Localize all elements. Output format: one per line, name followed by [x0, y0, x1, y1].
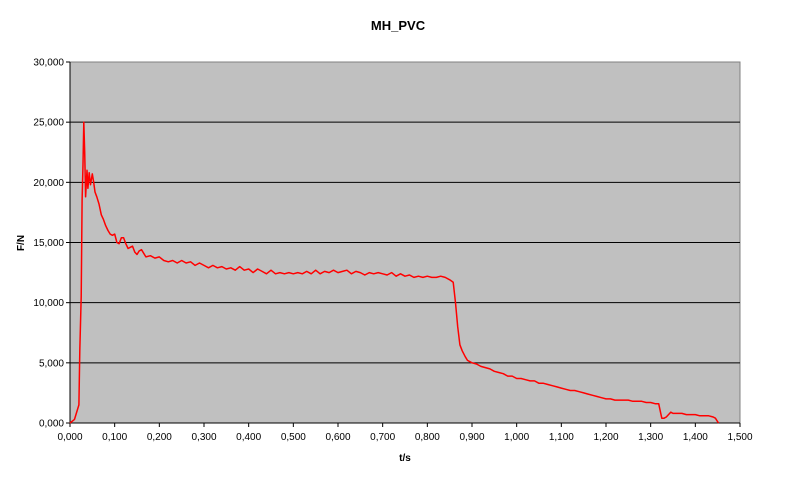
x-tick-label: 0,600	[325, 432, 350, 443]
y-tick-label: 0,000	[39, 419, 64, 430]
x-tick-label: 0,400	[236, 432, 261, 443]
x-tick-label: 1,100	[549, 432, 574, 443]
series-line	[69, 121, 720, 424]
x-tick-label: 0,200	[147, 432, 172, 443]
y-axis-label: F/N	[16, 235, 27, 251]
x-tick-label: 1,500	[727, 432, 752, 443]
gridlines	[70, 121, 740, 364]
x-tick-label: 0,300	[191, 432, 216, 443]
x-tick-label: 0,900	[459, 432, 484, 443]
x-tick-label: 0,700	[370, 432, 395, 443]
y-tick-label: 10,000	[33, 298, 64, 309]
x-tick-label: 0,100	[102, 432, 127, 443]
x-tick-label: 0,800	[415, 432, 440, 443]
y-tick-label: 5,000	[39, 358, 64, 369]
x-tick-label: 0,000	[57, 432, 82, 443]
x-tick-label: 1,300	[638, 432, 663, 443]
y-tick-label: 30,000	[33, 58, 64, 69]
x-tick-label: 1,000	[504, 432, 529, 443]
chart-title: MH_PVC	[371, 18, 426, 33]
axes: 0,000 5,000 10,000 15,000 20,000 25,000 30,000…	[33, 58, 753, 444]
y-tick-label: 20,000	[33, 178, 64, 189]
x-tick-label: 1,400	[683, 432, 708, 443]
y-tick-label: 15,000	[33, 238, 64, 249]
x-tick-label: 1,200	[593, 432, 618, 443]
series-layer	[69, 121, 720, 424]
y-tick-label: 25,000	[33, 118, 64, 129]
x-tick-label: 0,500	[281, 432, 306, 443]
x-axis-label: t/s	[399, 453, 411, 464]
